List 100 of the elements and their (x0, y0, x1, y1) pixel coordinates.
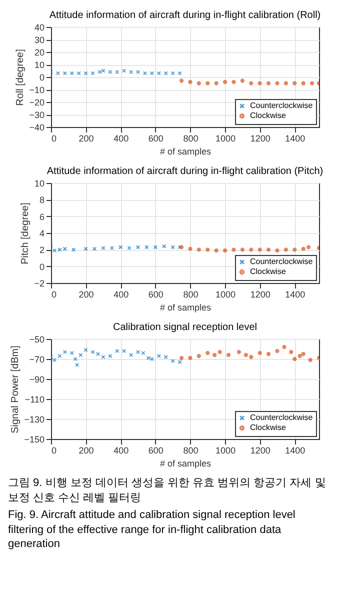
point (156, 71, 161, 76)
point (212, 352, 217, 358)
x-tick-label: 800 (183, 290, 198, 300)
point (232, 80, 236, 84)
point (258, 350, 262, 356)
x-tick-label: 200 (78, 290, 94, 300)
point (188, 356, 192, 360)
point (136, 350, 140, 354)
y-tick-label: −70 (29, 354, 44, 364)
y-tick-label: −110 (24, 394, 44, 404)
point (244, 352, 248, 358)
caption: 그림 9. 비행 보정 데이터 생성을 위한 유효 범위의 항공기 자세 및 보정 신호 수신 레벨 필터링 (8, 476, 327, 506)
x-tick-label: 200 (78, 446, 94, 456)
y-tick-label: 10 (34, 178, 44, 188)
y-tick-label: 40 (34, 22, 44, 32)
x-tick-label: 1400 (285, 134, 306, 144)
y-tick-label: −2 (34, 278, 44, 288)
point (128, 352, 134, 358)
legend-label: Clockwise (250, 423, 287, 432)
point (96, 352, 100, 356)
point (178, 71, 182, 76)
point (179, 78, 184, 83)
y-tick-label: 10 (34, 60, 44, 70)
y-tick-label: −150 (24, 434, 44, 444)
point (275, 81, 280, 86)
point (84, 71, 88, 76)
legend-label: Counterclockwise (250, 101, 314, 110)
point (206, 350, 210, 356)
x-tick-label: 1000 (216, 290, 236, 300)
point (122, 348, 126, 354)
point (258, 81, 262, 86)
point (301, 81, 306, 86)
point (150, 356, 154, 362)
x-axis-title: # of samples (160, 146, 212, 156)
x-tick-label: 600 (148, 290, 164, 300)
y-tick-label: −50 (29, 334, 44, 344)
x-tick-label: 200 (78, 134, 94, 144)
legend-label: Counterclockwise (250, 413, 314, 422)
chart-title: Calibration signal reception level (113, 322, 257, 333)
point (188, 80, 192, 84)
point (301, 352, 306, 356)
point (179, 356, 184, 360)
x-tick-label: 1000 (216, 134, 236, 144)
x-axis-title: # of samples (160, 302, 212, 312)
x-tick-label: 1200 (250, 134, 270, 144)
point (156, 354, 161, 358)
legend-label: Clockwise (250, 267, 287, 276)
point (236, 350, 242, 354)
point (240, 78, 245, 83)
x-tick-label: 800 (183, 134, 198, 144)
point (52, 358, 57, 362)
point (73, 356, 78, 362)
legend-label: Clockwise (250, 111, 287, 120)
x-tick-label: 800 (183, 446, 198, 456)
point (128, 70, 134, 74)
point (90, 71, 95, 76)
legend-label: Counterclockwise (250, 257, 314, 266)
y-tick-label: −10 (29, 85, 44, 95)
point (284, 81, 288, 86)
x-tick-label: 0 (52, 290, 57, 300)
point (78, 352, 83, 358)
x-tick-label: 1000 (216, 446, 236, 456)
y-tick-label: 6 (39, 212, 44, 222)
y-tick-label: −30 (29, 110, 44, 120)
point (275, 348, 280, 354)
point (282, 344, 286, 350)
y-tick-label: 0 (39, 72, 44, 82)
y-axis-title: Signal Power [dBm] (10, 345, 22, 434)
point (214, 81, 218, 86)
x-tick-label: 400 (114, 290, 129, 300)
x-tick-label: 400 (114, 446, 129, 456)
point (136, 70, 140, 74)
point (108, 354, 112, 358)
y-tick-label: −90 (29, 374, 44, 384)
point (249, 81, 254, 86)
y-tick-label: 8 (39, 195, 44, 206)
x-tick-label: 400 (114, 134, 129, 144)
point (222, 80, 228, 84)
point (70, 71, 74, 76)
point (76, 71, 81, 76)
y-tick-label: 4 (39, 228, 44, 238)
point (115, 348, 120, 354)
point (310, 81, 314, 86)
point (308, 358, 312, 362)
point (226, 352, 231, 358)
caption: Fig. 9. Aircraft attitude and calibration signal reception level filtering of the effective range for in-flight calibration data generation (8, 508, 296, 552)
point (164, 354, 168, 360)
point (108, 70, 112, 74)
point (101, 68, 106, 73)
x-tick-label: 600 (148, 446, 164, 456)
y-tick-label: 0 (39, 262, 44, 272)
y-axis-title: Pitch [degree] (20, 202, 32, 264)
x-tick-label: 1200 (250, 446, 270, 456)
point (196, 81, 202, 86)
point (196, 354, 202, 358)
point (164, 71, 168, 76)
point (298, 354, 302, 358)
y-tick-label: 2 (39, 245, 44, 256)
point (292, 356, 297, 362)
x-tick-label: 1400 (285, 446, 306, 456)
